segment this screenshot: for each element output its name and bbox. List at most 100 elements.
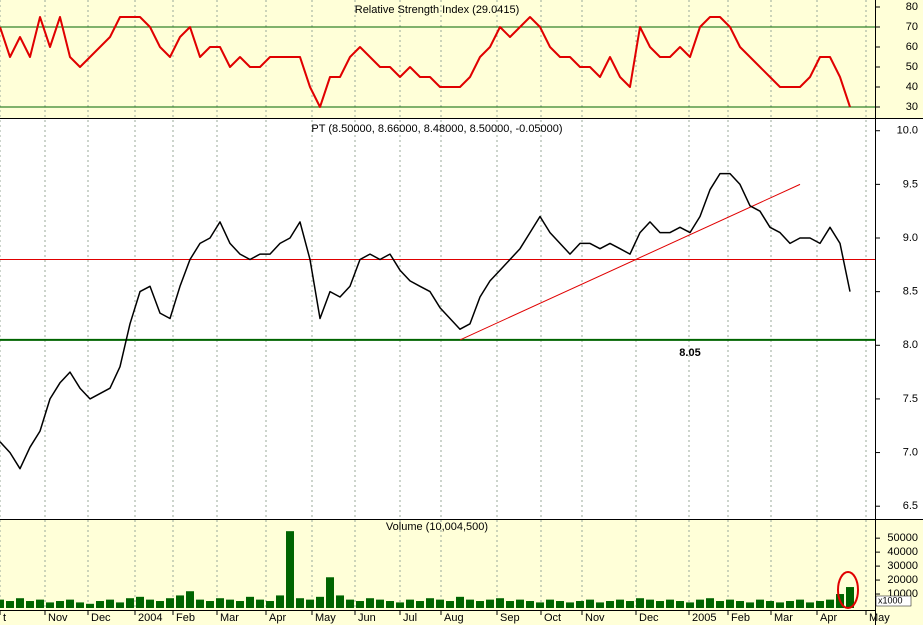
volume-bar: [126, 598, 134, 608]
volume-bar: [656, 601, 664, 608]
volume-bar: [486, 599, 494, 608]
volume-bar: [156, 601, 164, 608]
volume-bar: [706, 598, 714, 608]
y-tick-label: 40000: [887, 546, 918, 558]
volume-bar: [406, 599, 414, 608]
x-tick-label: 2004: [138, 612, 162, 624]
y-tick-label: 10.0: [897, 125, 918, 137]
volume-bar: [296, 598, 304, 608]
volume-bar: [396, 602, 404, 608]
highlight-circle: [837, 571, 859, 609]
y-tick-label: 60: [906, 41, 918, 53]
volume-bar: [796, 599, 804, 608]
volume-bar: [736, 601, 744, 608]
price-title: PT (8.50000, 8.66000, 8.48000, 8.50000, …: [311, 123, 562, 135]
x-tick-label: May: [315, 612, 336, 624]
unit-box: [875, 595, 912, 607]
volume-bar: [46, 602, 54, 608]
volume-bar: [166, 598, 174, 608]
volume-bar: [246, 596, 254, 608]
volume-bar: [826, 599, 834, 608]
volume-bar: [66, 599, 74, 608]
y-tick-label: 40: [906, 81, 918, 93]
volume-bar: [776, 602, 784, 608]
volume-bar: [786, 601, 794, 608]
volume-bar: [666, 599, 674, 608]
rsi-line: [0, 16, 851, 108]
volume-bar: [36, 599, 44, 608]
volume-bar: [256, 599, 264, 608]
y-tick-label: 50000: [887, 532, 918, 544]
x-tick-label: Dec: [639, 612, 659, 624]
volume-bar: [6, 601, 14, 608]
volume-bar: [806, 602, 814, 608]
volume-bar: [846, 587, 854, 608]
x-tick-label: Apr: [820, 612, 837, 624]
volume-bar: [606, 601, 614, 608]
volume-bar: [196, 599, 204, 608]
x-tick-label: 2005: [692, 612, 716, 624]
x-tick-label: Nov: [48, 612, 68, 624]
volume-bar: [726, 599, 734, 608]
volume-bar: [96, 601, 104, 608]
volume-bar: [0, 599, 4, 608]
x-tick-label: Feb: [176, 612, 195, 624]
x-tick-label: Feb: [731, 612, 750, 624]
y-tick-label: 8.5: [903, 286, 918, 298]
y-tick-label: 50: [906, 61, 918, 73]
volume-bar: [276, 595, 284, 608]
volume-bar: [566, 602, 574, 608]
volume-panel: [0, 520, 923, 610]
volume-bar: [366, 598, 374, 608]
volume-bar: [586, 599, 594, 608]
volume-bar: [676, 601, 684, 608]
x-tick-label: May: [869, 612, 890, 624]
y-tick-label: 80: [906, 1, 918, 13]
rsi-title: Relative Strength Index (29.0415): [355, 4, 520, 16]
volume-bar: [236, 601, 244, 608]
volume-bar: [376, 599, 384, 608]
x-tick-label: Apr: [269, 612, 286, 624]
volume-bar: [26, 601, 34, 608]
volume-bar: [476, 601, 484, 608]
x-axis-strip: [0, 610, 923, 625]
volume-bar: [616, 599, 624, 608]
price-line: [0, 172, 851, 470]
volume-bar: [116, 602, 124, 608]
volume-bar: [226, 599, 234, 608]
volume-bar: [386, 601, 394, 608]
y-tick-label: 8.0: [903, 339, 918, 351]
rsi-panel: [0, 0, 923, 118]
volume-bar: [436, 599, 444, 608]
volume-bar: [356, 601, 364, 608]
volume-bar: [816, 601, 824, 608]
volume-bar: [86, 603, 94, 608]
volume-bar: [106, 599, 114, 608]
y-tick-label: 70: [906, 21, 918, 33]
x-tick-label: Jul: [403, 612, 417, 624]
volume-bar: [206, 601, 214, 608]
volume-bar: [506, 601, 514, 608]
x-tick-label: Jun: [358, 612, 376, 624]
volume-bar: [426, 598, 434, 608]
volume-bar: [326, 577, 334, 608]
volume-bar: [556, 601, 564, 608]
volume-bar: [416, 601, 424, 608]
volume-bar: [456, 596, 464, 608]
volume-bar: [336, 595, 344, 608]
volume-bar: [756, 599, 764, 608]
x-tick-label: Mar: [774, 612, 793, 624]
volume-bar: [626, 601, 634, 608]
volume-title: Volume (10,004,500): [386, 521, 488, 533]
volume-bar: [136, 596, 144, 608]
volume-bar: [636, 598, 644, 608]
volume-bar: [186, 591, 194, 608]
volume-bar: [516, 599, 524, 608]
x-tick-label: Dec: [91, 612, 111, 624]
volume-bar: [346, 599, 354, 608]
y-tick-label: 7.5: [903, 393, 918, 405]
volume-bar: [176, 595, 184, 608]
y-tick-label: 20000: [887, 574, 918, 586]
volume-bar: [596, 602, 604, 608]
